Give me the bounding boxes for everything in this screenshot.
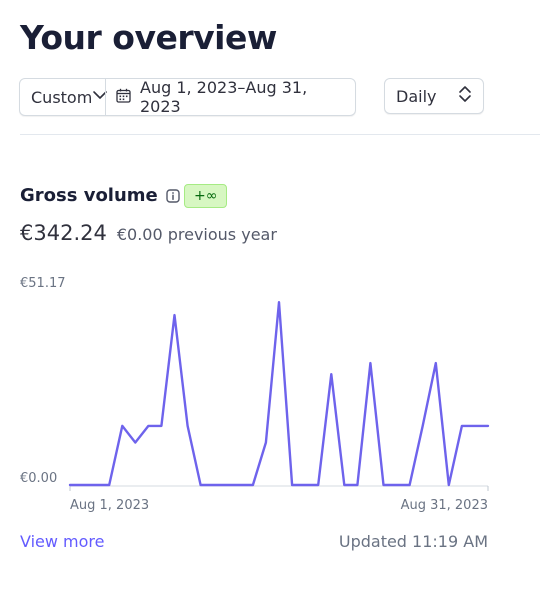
- y-axis-max-label: €51.17: [20, 276, 66, 291]
- data-point: [342, 483, 346, 487]
- x-axis-start-label: Aug 1, 2023: [70, 498, 149, 513]
- view-more-link[interactable]: View more: [20, 532, 105, 551]
- data-point: [382, 483, 386, 487]
- data-point: [251, 483, 255, 487]
- data-point: [120, 424, 124, 428]
- chevron-up-down-icon: [458, 85, 472, 107]
- page-title: Your overview: [20, 18, 277, 57]
- data-point: [264, 441, 268, 445]
- data-point: [68, 483, 72, 487]
- data-point: [290, 483, 294, 487]
- interval-label: Daily: [396, 86, 437, 106]
- data-point: [173, 313, 177, 317]
- data-point: [277, 300, 281, 304]
- chevron-down-icon: [92, 87, 108, 107]
- data-point: [486, 424, 490, 428]
- data-point: [146, 424, 150, 428]
- data-point: [316, 483, 320, 487]
- data-point: [355, 483, 359, 487]
- data-point: [421, 424, 425, 428]
- metric-values: €342.24 €0.00 previous year: [20, 221, 277, 245]
- filter-divider: [105, 79, 106, 115]
- data-point: [434, 361, 438, 365]
- data-point: [408, 483, 412, 487]
- date-range-picker[interactable]: Aug 1, 2023–Aug 31, 2023: [106, 78, 355, 116]
- range-dropdown-label: Custom: [31, 87, 93, 107]
- info-icon[interactable]: [166, 188, 180, 203]
- updated-timestamp: Updated 11:19 AM: [338, 532, 488, 551]
- metric-header: Gross volume: [20, 185, 180, 206]
- metric-title: Gross volume: [20, 185, 158, 206]
- gross-volume-chart: €51.17 €0.00 Aug 1, 2023 Aug 31, 2023: [20, 276, 490, 513]
- data-point: [186, 424, 190, 428]
- data-point: [303, 483, 307, 487]
- data-point: [81, 483, 85, 487]
- data-point: [473, 424, 477, 428]
- data-point: [133, 441, 137, 445]
- data-point: [159, 424, 163, 428]
- metric-previous: €0.00 previous year: [116, 225, 277, 244]
- data-point: [395, 483, 399, 487]
- interval-select[interactable]: Daily: [384, 78, 484, 114]
- data-point: [368, 361, 372, 365]
- section-divider: [20, 134, 540, 135]
- data-point: [199, 483, 203, 487]
- range-dropdown[interactable]: Custom: [20, 79, 108, 115]
- data-point: [212, 483, 216, 487]
- date-filter-group: Custom Aug 1, 2023–Aug 31, 2023: [19, 78, 356, 116]
- data-point: [238, 483, 242, 487]
- x-axis-end-label: Aug 31, 2023: [401, 498, 488, 513]
- date-range-label: Aug 1, 2023–Aug 31, 2023: [140, 78, 308, 116]
- y-axis-min-label: €0.00: [20, 471, 57, 486]
- data-point: [94, 483, 98, 487]
- delta-badge: +∞: [184, 184, 228, 208]
- data-point: [329, 372, 333, 376]
- data-point: [225, 483, 229, 487]
- metric-value: €342.24: [20, 221, 107, 245]
- series-line: [68, 301, 490, 487]
- data-point: [447, 483, 451, 487]
- calendar-icon: [116, 88, 131, 107]
- data-point: [460, 424, 464, 428]
- data-point: [107, 483, 111, 487]
